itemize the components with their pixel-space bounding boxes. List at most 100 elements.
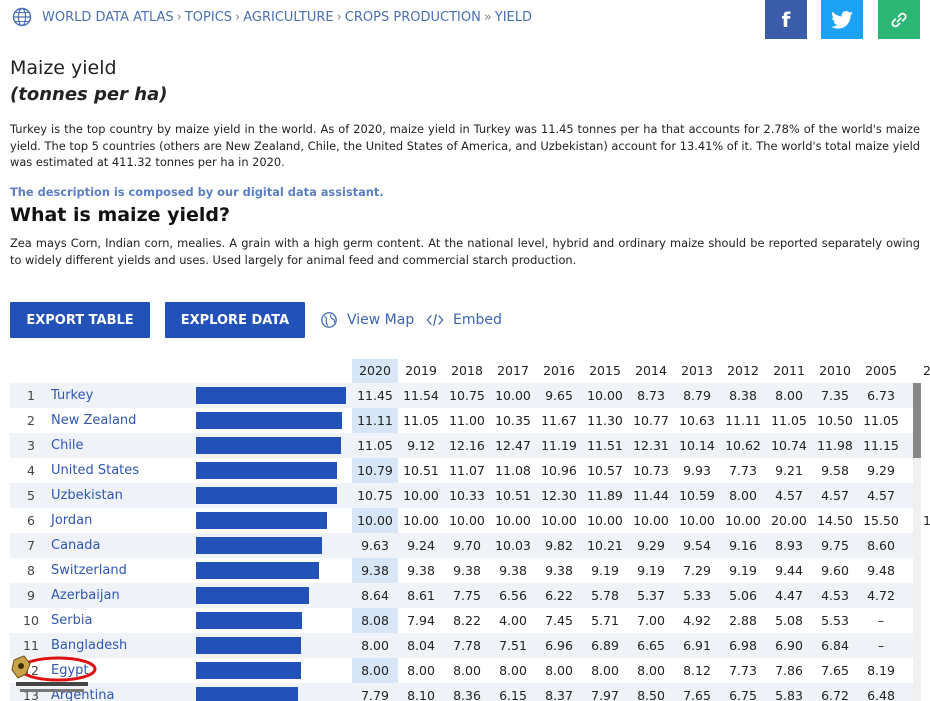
table-row: 11 Bangladesh 8.00 8.04 7.78 7.51 6.96 6.89 6.65… xyxy=(10,633,915,658)
table-cell: 9.12 xyxy=(407,438,435,453)
year-header-2011[interactable]: 2011 xyxy=(773,363,805,378)
table-cell: 4.47 xyxy=(775,588,803,603)
year-header-2005[interactable]: 2005 xyxy=(865,363,897,378)
copy-link-button[interactable] xyxy=(878,0,920,39)
table-cell: 6.90 xyxy=(775,638,803,653)
table-cell: 7.94 xyxy=(407,613,435,628)
country-link[interactable]: Switzerland xyxy=(51,563,127,578)
table-cell: – xyxy=(877,613,885,628)
table-cell: 10.00 xyxy=(587,388,623,403)
year-header-2014[interactable]: 2014 xyxy=(635,363,667,378)
table-cell: 9.19 xyxy=(637,563,665,578)
facebook-icon: f xyxy=(781,7,791,32)
year-header-2020[interactable]: 2020 xyxy=(359,363,391,378)
country-link[interactable]: Uzbekistan xyxy=(51,488,123,503)
breadcrumb-separator: › xyxy=(176,9,182,25)
breadcrumb-agriculture[interactable]: AGRICULTURE xyxy=(243,9,334,25)
year-header-2015[interactable]: 2015 xyxy=(589,363,621,378)
table-scrollbar-track[interactable] xyxy=(913,383,921,701)
table-cell: 11.11 xyxy=(725,413,761,428)
table-cell: 9.38 xyxy=(407,563,435,578)
table-cell: 11.30 xyxy=(587,413,623,428)
year-header-2010[interactable]: 2010 xyxy=(819,363,851,378)
table-cell: 7.51 xyxy=(499,638,527,653)
country-link[interactable]: Egypt xyxy=(51,663,89,678)
table-cell: 7.00 xyxy=(637,613,665,628)
value-bar xyxy=(196,612,302,629)
facebook-share-button[interactable]: f xyxy=(765,0,807,39)
table-cell: 11.98 xyxy=(817,438,853,453)
table-row: 7 Canada 9.63 9.24 9.70 10.03 9.82 10.21 9.29 9.5… xyxy=(10,533,915,558)
row-rank: 10 xyxy=(23,613,39,628)
table-cell: 11.00 xyxy=(449,413,485,428)
table-cell: 10.79 xyxy=(357,463,393,478)
year-header-2016[interactable]: 2016 xyxy=(543,363,575,378)
country-link[interactable]: Azerbaijan xyxy=(51,588,120,603)
table-cell: 11.05 xyxy=(771,413,807,428)
table-cell: 9.21 xyxy=(775,463,803,478)
explore-data-button[interactable]: EXPLORE DATA xyxy=(165,302,305,338)
table-cell: 12.16 xyxy=(449,438,485,453)
table-cell: 11.51 xyxy=(587,438,623,453)
country-link[interactable]: United States xyxy=(51,463,140,478)
table-cell: 8.00 xyxy=(775,388,803,403)
table-cell: 9.38 xyxy=(499,563,527,578)
breadcrumb-yield[interactable]: YIELD xyxy=(494,9,533,25)
table-cell: 7.29 xyxy=(683,563,711,578)
year-header-2018[interactable]: 2018 xyxy=(451,363,483,378)
table-cell: 10.50 xyxy=(817,413,853,428)
year-header-2[interactable]: 2 xyxy=(923,363,930,378)
table-cell: 6.73 xyxy=(867,388,895,403)
embed-link[interactable]: Embed xyxy=(426,310,502,330)
table-cell: 4.57 xyxy=(821,488,849,503)
table-cell: 7.73 xyxy=(729,463,757,478)
table-row: 9 Azerbaijan 8.64 8.61 7.75 6.56 6.22 5.78 5.37 5… xyxy=(10,583,915,608)
table-cell: 8.50 xyxy=(637,688,665,701)
table-row: 2 New Zealand 11.11 11.05 11.00 10.35 11.67 11.… xyxy=(10,408,915,433)
table-cell: 8.00 xyxy=(453,663,481,678)
table-scrollbar-thumb[interactable] xyxy=(913,383,921,458)
year-header-2019[interactable]: 2019 xyxy=(405,363,437,378)
breadcrumb-topics[interactable]: TOPICS xyxy=(184,9,233,25)
breadcrumb-crops-production[interactable]: CROPS PRODUCTION xyxy=(344,9,481,25)
table-cell: 8.19 xyxy=(867,663,895,678)
view-map-link[interactable]: View Map xyxy=(320,310,414,330)
country-link[interactable]: Chile xyxy=(51,438,84,453)
table-row: 4 United States 10.79 10.51 11.07 11.08 10.96 1… xyxy=(10,458,915,483)
table-cell: 4.57 xyxy=(775,488,803,503)
year-header-2012[interactable]: 2012 xyxy=(727,363,759,378)
export-table-button[interactable]: EXPORT TABLE xyxy=(10,302,150,338)
embed-label: Embed xyxy=(453,312,502,328)
table-cell: 7.75 xyxy=(453,588,481,603)
table-cell: 10.51 xyxy=(403,463,439,478)
assistant-note: The description is composed by our digit… xyxy=(10,185,384,199)
country-link[interactable]: Canada xyxy=(51,538,101,553)
year-header-2013[interactable]: 2013 xyxy=(681,363,713,378)
table-cell: 8.00 xyxy=(637,663,665,678)
value-bar xyxy=(196,387,346,404)
country-link[interactable]: Jordan xyxy=(51,513,93,528)
table-cell: 11.08 xyxy=(495,463,531,478)
value-bar xyxy=(196,512,327,529)
table-cell: 8.12 xyxy=(683,663,711,678)
table-cell: 8.00 xyxy=(499,663,527,678)
table-cell: 9.82 xyxy=(545,538,573,553)
country-link[interactable]: Bangladesh xyxy=(51,638,128,653)
link-icon xyxy=(891,12,907,27)
table-cell: 9.29 xyxy=(637,538,665,553)
country-link[interactable]: New Zealand xyxy=(51,413,137,428)
table-cell: 10.33 xyxy=(449,488,485,503)
table-cell: 2.88 xyxy=(729,613,757,628)
table-cell: 5.06 xyxy=(729,588,757,603)
breadcrumb-world-data-atlas[interactable]: WORLD DATA ATLAS xyxy=(42,9,174,25)
twitter-share-button[interactable] xyxy=(821,0,863,39)
country-link[interactable]: Serbia xyxy=(51,613,93,628)
table-cell: 10.00 xyxy=(633,513,669,528)
table-cell: 5.78 xyxy=(591,588,619,603)
year-header-2017[interactable]: 2017 xyxy=(497,363,529,378)
breadcrumb-separator: › xyxy=(235,9,241,25)
table-cell: 12.47 xyxy=(495,438,531,453)
table-cell: 10.00 xyxy=(495,388,531,403)
row-rank: 3 xyxy=(27,438,35,453)
country-link[interactable]: Turkey xyxy=(51,388,94,403)
